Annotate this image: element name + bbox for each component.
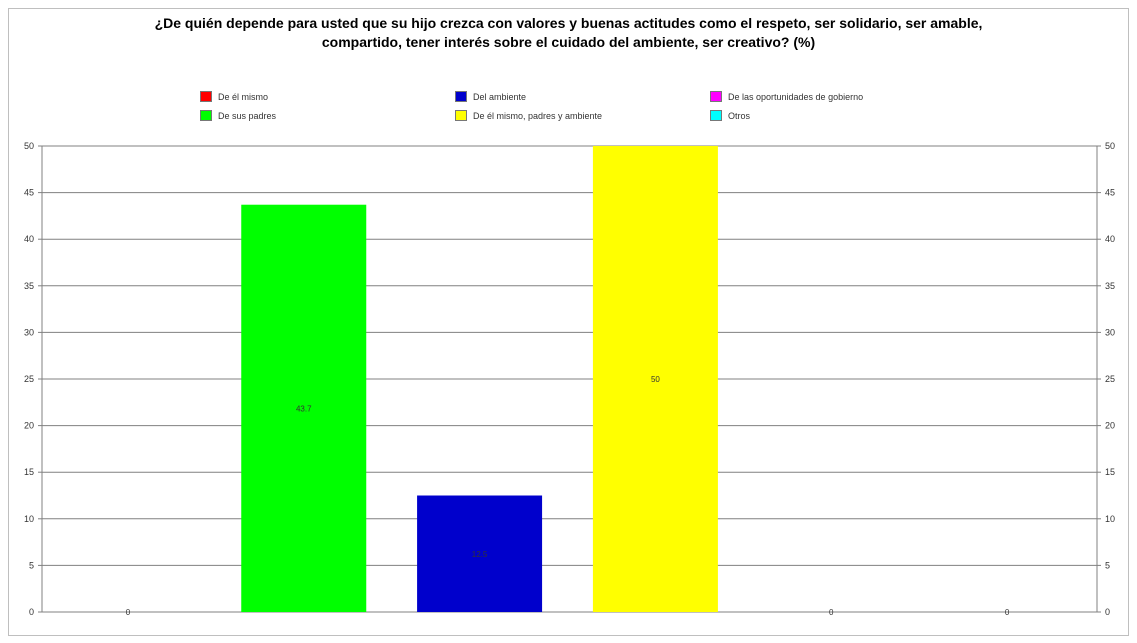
y2-tick-label: 10 (1105, 514, 1115, 524)
y2-tick-label: 5 (1105, 560, 1110, 570)
chart-title-line-1: ¿De quién depende para usted que su hijo… (154, 15, 983, 31)
y-tick-label: 25 (24, 374, 34, 384)
data-label: 0 (1005, 608, 1010, 617)
bar (241, 204, 367, 612)
y2-tick-label: 25 (1105, 374, 1115, 384)
y-tick-label: 15 (24, 467, 34, 477)
y2-tick-label: 35 (1105, 281, 1115, 291)
y-tick-label: 10 (24, 514, 34, 524)
data-label: 50 (651, 375, 660, 384)
chart-frame (8, 8, 1129, 636)
chart-title: ¿De quién depende para usted que su hijo… (0, 14, 1137, 52)
bar (417, 495, 543, 612)
data-label: 0 (126, 608, 131, 617)
chart-title-line-2: compartido, tener interés sobre el cuida… (321, 34, 816, 50)
y-tick-label: 50 (24, 141, 34, 151)
data-label: 12.5 (472, 550, 488, 559)
bar (592, 146, 718, 612)
y2-tick-label: 20 (1105, 421, 1115, 431)
y2-tick-label: 40 (1105, 234, 1115, 244)
y-tick-label: 0 (29, 607, 34, 617)
y2-tick-label: 0 (1105, 607, 1110, 617)
y-tick-label: 40 (24, 234, 34, 244)
y-tick-label: 5 (29, 560, 34, 570)
y2-tick-label: 30 (1105, 327, 1115, 337)
y2-tick-label: 15 (1105, 467, 1115, 477)
y2-tick-label: 45 (1105, 188, 1115, 198)
y-tick-label: 35 (24, 281, 34, 291)
data-label: 0 (829, 608, 834, 617)
y-tick-label: 45 (24, 188, 34, 198)
y2-tick-label: 50 (1105, 141, 1115, 151)
data-label: 43.7 (296, 404, 312, 413)
y-tick-label: 20 (24, 421, 34, 431)
y-tick-label: 30 (24, 327, 34, 337)
